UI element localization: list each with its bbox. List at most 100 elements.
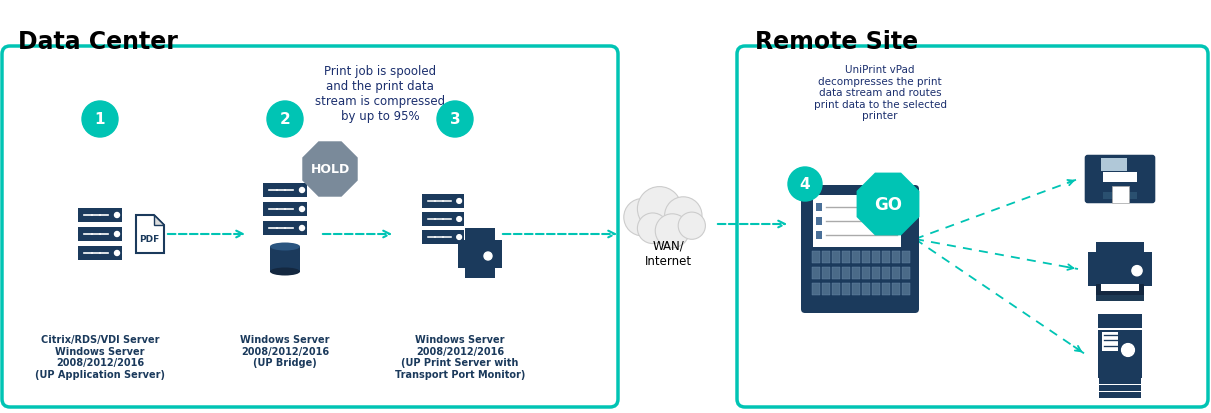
Bar — [1100, 385, 1141, 391]
Bar — [78, 228, 122, 242]
Bar — [872, 252, 880, 263]
Circle shape — [115, 213, 120, 218]
Bar — [1087, 252, 1153, 286]
Circle shape — [457, 217, 461, 222]
Bar — [1101, 285, 1138, 292]
Text: Data Center: Data Center — [18, 30, 178, 54]
Bar — [893, 252, 900, 263]
Text: GO: GO — [874, 195, 902, 214]
Text: Citrix/RDS/VDI Server
Windows Server
2008/2012/2016
(UP Application Server): Citrix/RDS/VDI Server Windows Server 200… — [35, 334, 165, 379]
Bar — [270, 247, 300, 272]
Bar — [813, 195, 901, 247]
Text: WAN/
Internet: WAN/ Internet — [644, 240, 691, 267]
Bar — [832, 267, 840, 279]
Bar — [853, 252, 860, 263]
Ellipse shape — [270, 268, 300, 276]
Bar — [842, 283, 850, 295]
Text: 4: 4 — [799, 177, 810, 192]
FancyBboxPatch shape — [2, 47, 618, 407]
Circle shape — [1121, 344, 1135, 356]
Bar — [813, 283, 820, 295]
Bar — [882, 252, 890, 263]
Text: UniPrint vPad
decompresses the print
data stream and routes
print data to the se: UniPrint vPad decompresses the print dat… — [814, 65, 947, 121]
Bar — [816, 218, 822, 225]
Bar — [832, 283, 840, 295]
Bar — [822, 267, 830, 279]
Circle shape — [678, 213, 705, 240]
Bar — [1097, 330, 1142, 378]
Circle shape — [788, 168, 822, 202]
Circle shape — [82, 102, 117, 138]
Text: 3: 3 — [449, 112, 460, 127]
Bar — [822, 252, 830, 263]
Polygon shape — [136, 216, 163, 254]
Text: Windows Server
2008/2012/2016
(UP Bridge): Windows Server 2008/2012/2016 (UP Bridge… — [240, 334, 329, 367]
Circle shape — [637, 214, 668, 244]
Text: 1: 1 — [94, 112, 105, 127]
Bar — [1103, 173, 1137, 183]
Text: PDF: PDF — [139, 235, 159, 244]
Bar — [1103, 192, 1137, 199]
Bar — [832, 252, 840, 263]
Polygon shape — [303, 142, 357, 197]
Bar — [423, 231, 464, 244]
FancyBboxPatch shape — [737, 47, 1209, 407]
Bar — [465, 268, 495, 278]
Bar — [1096, 295, 1144, 301]
Text: 2: 2 — [280, 112, 291, 127]
Bar — [78, 209, 122, 223]
Text: HOLD: HOLD — [310, 163, 350, 176]
Bar — [816, 231, 822, 240]
Bar — [263, 183, 308, 197]
Bar — [893, 267, 900, 279]
Bar — [263, 221, 308, 235]
Bar — [816, 204, 822, 211]
Circle shape — [299, 207, 304, 212]
Ellipse shape — [270, 243, 300, 251]
FancyBboxPatch shape — [800, 185, 919, 313]
Bar — [263, 202, 308, 216]
Circle shape — [115, 232, 120, 237]
Polygon shape — [154, 216, 163, 225]
Polygon shape — [856, 173, 919, 236]
Bar — [458, 240, 503, 268]
Circle shape — [299, 188, 304, 193]
Bar — [1100, 392, 1141, 398]
Text: Windows Server
2008/2012/2016
(UP Print Server with
Transport Port Monitor): Windows Server 2008/2012/2016 (UP Print … — [395, 334, 526, 379]
Bar — [1096, 242, 1144, 254]
Bar — [872, 267, 880, 279]
Bar — [1101, 158, 1126, 171]
Bar — [862, 283, 869, 295]
Bar — [813, 267, 820, 279]
Circle shape — [437, 102, 474, 138]
Bar — [1097, 314, 1142, 329]
Bar — [893, 283, 900, 295]
Circle shape — [457, 199, 461, 204]
Bar — [1096, 285, 1144, 295]
Bar — [842, 267, 850, 279]
Circle shape — [637, 187, 682, 231]
Bar — [902, 252, 909, 263]
Bar — [78, 247, 122, 260]
Circle shape — [484, 252, 492, 260]
Text: Remote Site: Remote Site — [754, 30, 918, 54]
Bar — [872, 283, 880, 295]
Bar — [862, 252, 869, 263]
Circle shape — [655, 214, 689, 248]
Bar — [842, 252, 850, 263]
FancyBboxPatch shape — [1085, 155, 1155, 204]
Bar — [902, 283, 909, 295]
Bar — [1112, 186, 1129, 203]
Circle shape — [299, 226, 304, 231]
Bar — [822, 283, 830, 295]
Circle shape — [1132, 266, 1142, 276]
Bar — [882, 283, 890, 295]
Bar — [423, 195, 464, 208]
Bar — [423, 213, 464, 226]
Bar — [465, 228, 495, 242]
Bar — [1102, 332, 1119, 351]
Bar — [813, 252, 820, 263]
Circle shape — [665, 197, 702, 235]
Circle shape — [457, 235, 461, 240]
Bar — [853, 283, 860, 295]
